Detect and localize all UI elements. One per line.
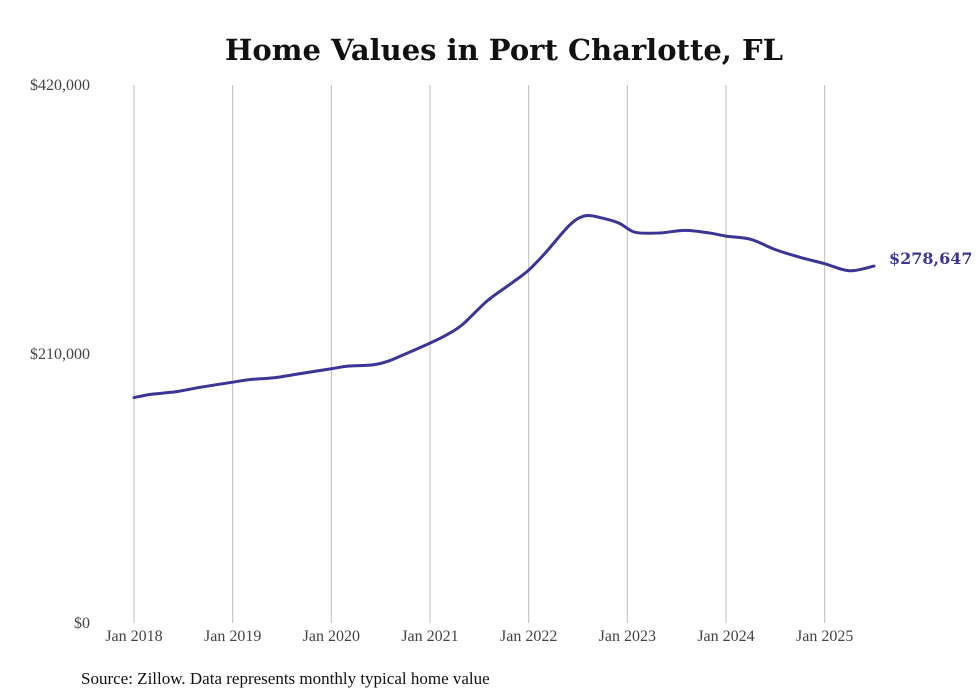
x-tick-label: Jan 2020 (303, 628, 360, 645)
x-tick-label: Jan 2019 (204, 628, 261, 645)
series-line-layer (132, 213, 876, 400)
x-tick-label: Jan 2025 (796, 628, 853, 645)
y-tick-label: $420,000 (30, 77, 90, 94)
x-tick-label: Jan 2023 (599, 628, 656, 645)
source-note: Source: Zillow. Data represents monthly … (81, 669, 490, 688)
y-tick-label: $210,000 (30, 346, 90, 363)
y-axis-ticks: $0 $210,000 $420,000 (30, 77, 90, 632)
x-axis-ticks: Jan 2018 Jan 2019 Jan 2020 Jan 2021 Jan 2022… (105, 628, 853, 645)
end-value-label: $278,647 (889, 249, 973, 268)
gridlines (133, 85, 826, 623)
x-tick-label: Jan 2018 (105, 628, 162, 645)
y-tick-label: $0 (74, 615, 90, 632)
x-tick-label: Jan 2022 (500, 628, 557, 645)
x-tick-label: Jan 2024 (697, 628, 754, 645)
home-value-line (132, 213, 876, 400)
x-tick-label: Jan 2021 (401, 628, 458, 645)
chart-title: Home Values in Port Charlotte, FL (225, 33, 783, 67)
